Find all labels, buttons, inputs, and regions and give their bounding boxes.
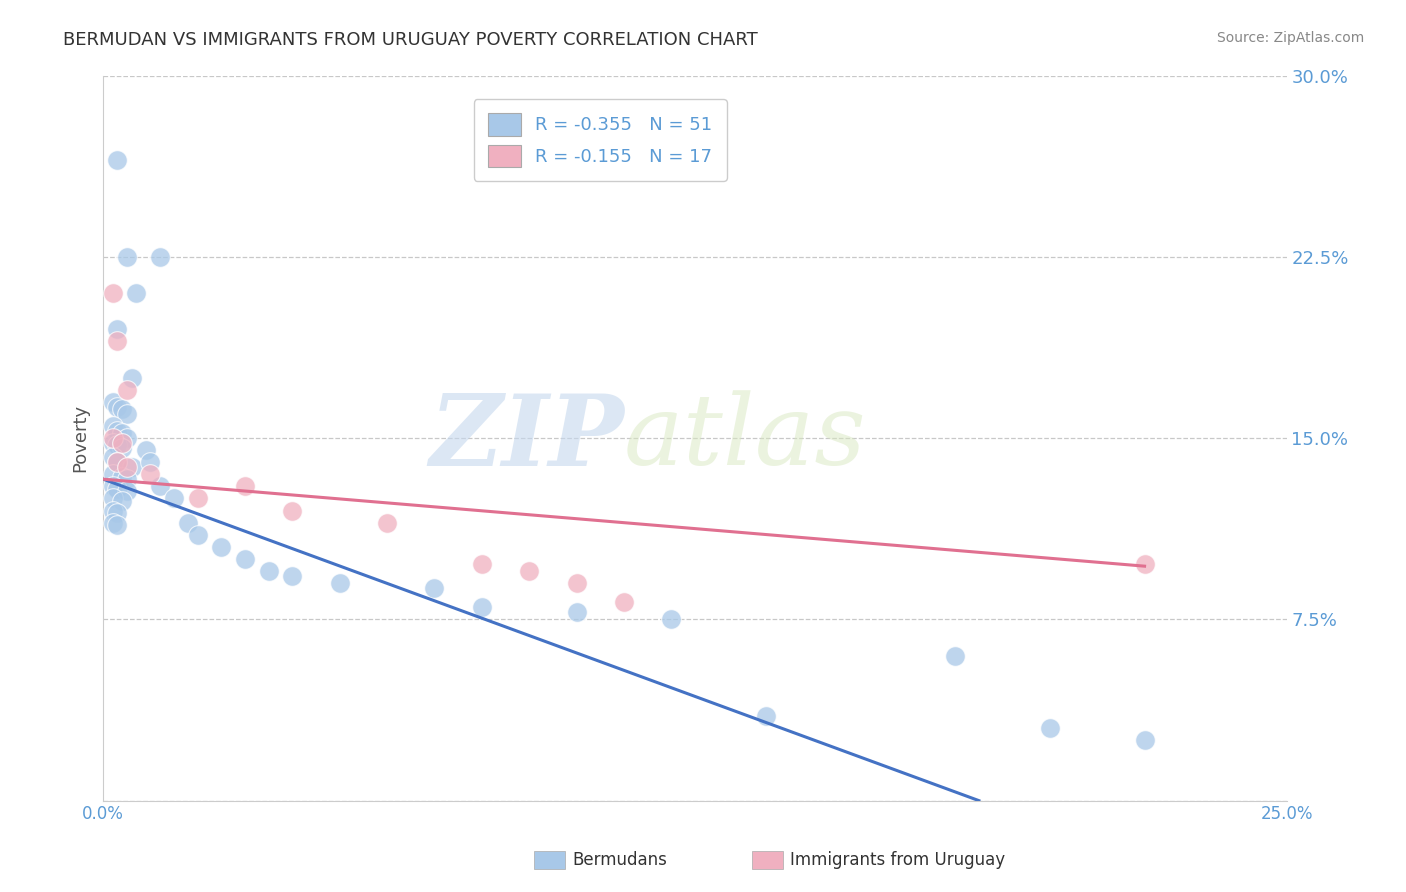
Point [115, 383, 138, 397]
Point [105, 518, 128, 533]
Point [105, 153, 128, 168]
Text: ZIP: ZIP [429, 390, 624, 486]
Point [115, 250, 138, 264]
Point [149, 250, 172, 264]
Point [101, 503, 124, 517]
Point [105, 506, 128, 520]
Point [115, 484, 138, 499]
Point [471, 600, 494, 615]
Point [135, 443, 157, 458]
Point [101, 419, 124, 434]
Point [281, 503, 304, 517]
Point [613, 595, 636, 609]
Point [111, 469, 134, 483]
Point [101, 394, 124, 409]
Point [565, 576, 588, 591]
Point [517, 564, 540, 578]
Point [101, 431, 124, 445]
Point [111, 402, 134, 417]
Point [115, 407, 138, 421]
Point [1133, 733, 1156, 747]
Point [101, 286, 124, 301]
Point [105, 455, 128, 469]
Point [125, 286, 148, 301]
Point [329, 576, 352, 591]
Point [177, 516, 200, 530]
Point [471, 557, 494, 571]
Point [111, 436, 134, 450]
Point [115, 431, 138, 445]
Point [211, 540, 233, 554]
Text: Bermudans: Bermudans [572, 851, 666, 869]
Point [105, 482, 128, 496]
Point [115, 460, 138, 475]
Point [139, 455, 162, 469]
Point [943, 648, 966, 663]
Point [187, 527, 209, 541]
Point [139, 467, 162, 482]
Point [111, 441, 134, 455]
Point [101, 450, 124, 465]
Text: Immigrants from Uruguay: Immigrants from Uruguay [790, 851, 1005, 869]
Point [755, 709, 778, 723]
Text: atlas: atlas [624, 391, 866, 486]
Point [101, 491, 124, 506]
Point [659, 612, 682, 626]
Point [1133, 557, 1156, 571]
Point [565, 605, 588, 619]
Point [121, 460, 143, 475]
Point [101, 479, 124, 493]
Point [149, 479, 172, 493]
Point [423, 581, 446, 595]
Text: BERMUDAN VS IMMIGRANTS FROM URUGUAY POVERTY CORRELATION CHART: BERMUDAN VS IMMIGRANTS FROM URUGUAY POVE… [63, 31, 758, 49]
Point [105, 438, 128, 452]
Point [233, 479, 256, 493]
Y-axis label: Poverty: Poverty [72, 404, 89, 472]
Point [105, 322, 128, 336]
Point [233, 552, 256, 566]
Point [101, 436, 124, 450]
Point [101, 467, 124, 482]
Point [121, 370, 143, 384]
Legend: R = -0.355   N = 51, R = -0.155   N = 17: R = -0.355 N = 51, R = -0.155 N = 17 [474, 99, 727, 181]
Point [1039, 721, 1062, 735]
Text: Source: ZipAtlas.com: Source: ZipAtlas.com [1216, 31, 1364, 45]
Point [187, 491, 209, 506]
Point [163, 491, 186, 506]
Point [105, 334, 128, 349]
Point [105, 400, 128, 414]
Point [281, 569, 304, 583]
Point [375, 516, 398, 530]
Point [111, 426, 134, 441]
Point [105, 424, 128, 438]
Point [105, 455, 128, 469]
Point [115, 472, 138, 486]
Point [101, 516, 124, 530]
Point [111, 494, 134, 508]
Point [257, 564, 280, 578]
